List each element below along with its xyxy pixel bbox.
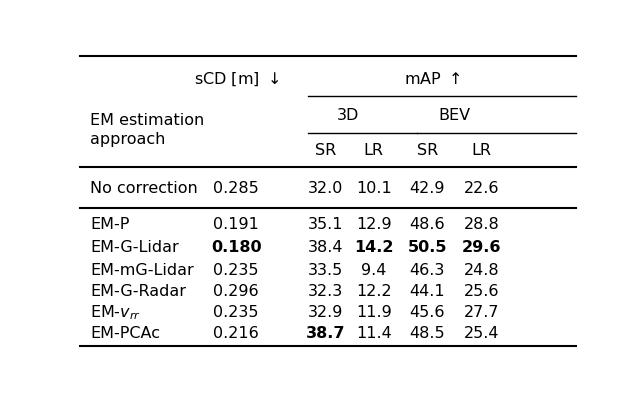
Text: EM-P: EM-P (90, 217, 129, 232)
Text: 0.191: 0.191 (213, 217, 259, 232)
Text: 0.235: 0.235 (214, 305, 259, 320)
Text: SR: SR (417, 143, 438, 158)
Text: 9.4: 9.4 (361, 263, 387, 278)
Text: 29.6: 29.6 (462, 240, 502, 255)
Text: EM-G-Lidar: EM-G-Lidar (90, 240, 179, 255)
Text: 3D: 3D (337, 108, 359, 123)
Text: 38.4: 38.4 (308, 240, 343, 255)
Text: EM estimation
approach: EM estimation approach (90, 113, 204, 147)
Text: 0.180: 0.180 (211, 240, 262, 255)
Text: 48.5: 48.5 (410, 327, 445, 342)
Text: 12.2: 12.2 (356, 284, 392, 299)
Text: EM-PCAc: EM-PCAc (90, 327, 160, 342)
Text: 44.1: 44.1 (410, 284, 445, 299)
Text: 28.8: 28.8 (464, 217, 500, 232)
Text: 50.5: 50.5 (408, 240, 447, 255)
Text: 11.4: 11.4 (356, 327, 392, 342)
Text: 33.5: 33.5 (308, 263, 343, 278)
Text: EM-$v_{rr}$: EM-$v_{rr}$ (90, 303, 141, 322)
Text: 32.9: 32.9 (308, 305, 343, 320)
Text: 32.3: 32.3 (308, 284, 343, 299)
Text: SR: SR (315, 143, 336, 158)
Text: 38.7: 38.7 (306, 327, 345, 342)
Text: 14.2: 14.2 (354, 240, 394, 255)
Text: 27.7: 27.7 (464, 305, 499, 320)
Text: 0.216: 0.216 (213, 327, 259, 342)
Text: 0.285: 0.285 (213, 181, 259, 196)
Text: 32.0: 32.0 (308, 181, 343, 196)
Text: 12.9: 12.9 (356, 217, 392, 232)
Text: EM-mG-Lidar: EM-mG-Lidar (90, 263, 194, 278)
Text: No correction: No correction (90, 181, 198, 196)
Text: 0.296: 0.296 (213, 284, 259, 299)
Text: 25.4: 25.4 (464, 327, 499, 342)
Text: 24.8: 24.8 (464, 263, 500, 278)
Text: 48.6: 48.6 (410, 217, 445, 232)
Text: 25.6: 25.6 (464, 284, 499, 299)
Text: 11.9: 11.9 (356, 305, 392, 320)
Text: mAP $\uparrow$: mAP $\uparrow$ (404, 71, 460, 87)
Text: sCD [m] $\downarrow$: sCD [m] $\downarrow$ (193, 71, 279, 88)
Text: 10.1: 10.1 (356, 181, 392, 196)
Text: LR: LR (364, 143, 383, 158)
Text: 22.6: 22.6 (464, 181, 499, 196)
Text: EM-G-Radar: EM-G-Radar (90, 284, 186, 299)
Text: BEV: BEV (438, 108, 470, 123)
Text: 35.1: 35.1 (308, 217, 343, 232)
Text: 42.9: 42.9 (410, 181, 445, 196)
Text: 46.3: 46.3 (410, 263, 445, 278)
Text: LR: LR (472, 143, 492, 158)
Text: 0.235: 0.235 (214, 263, 259, 278)
Text: 45.6: 45.6 (410, 305, 445, 320)
